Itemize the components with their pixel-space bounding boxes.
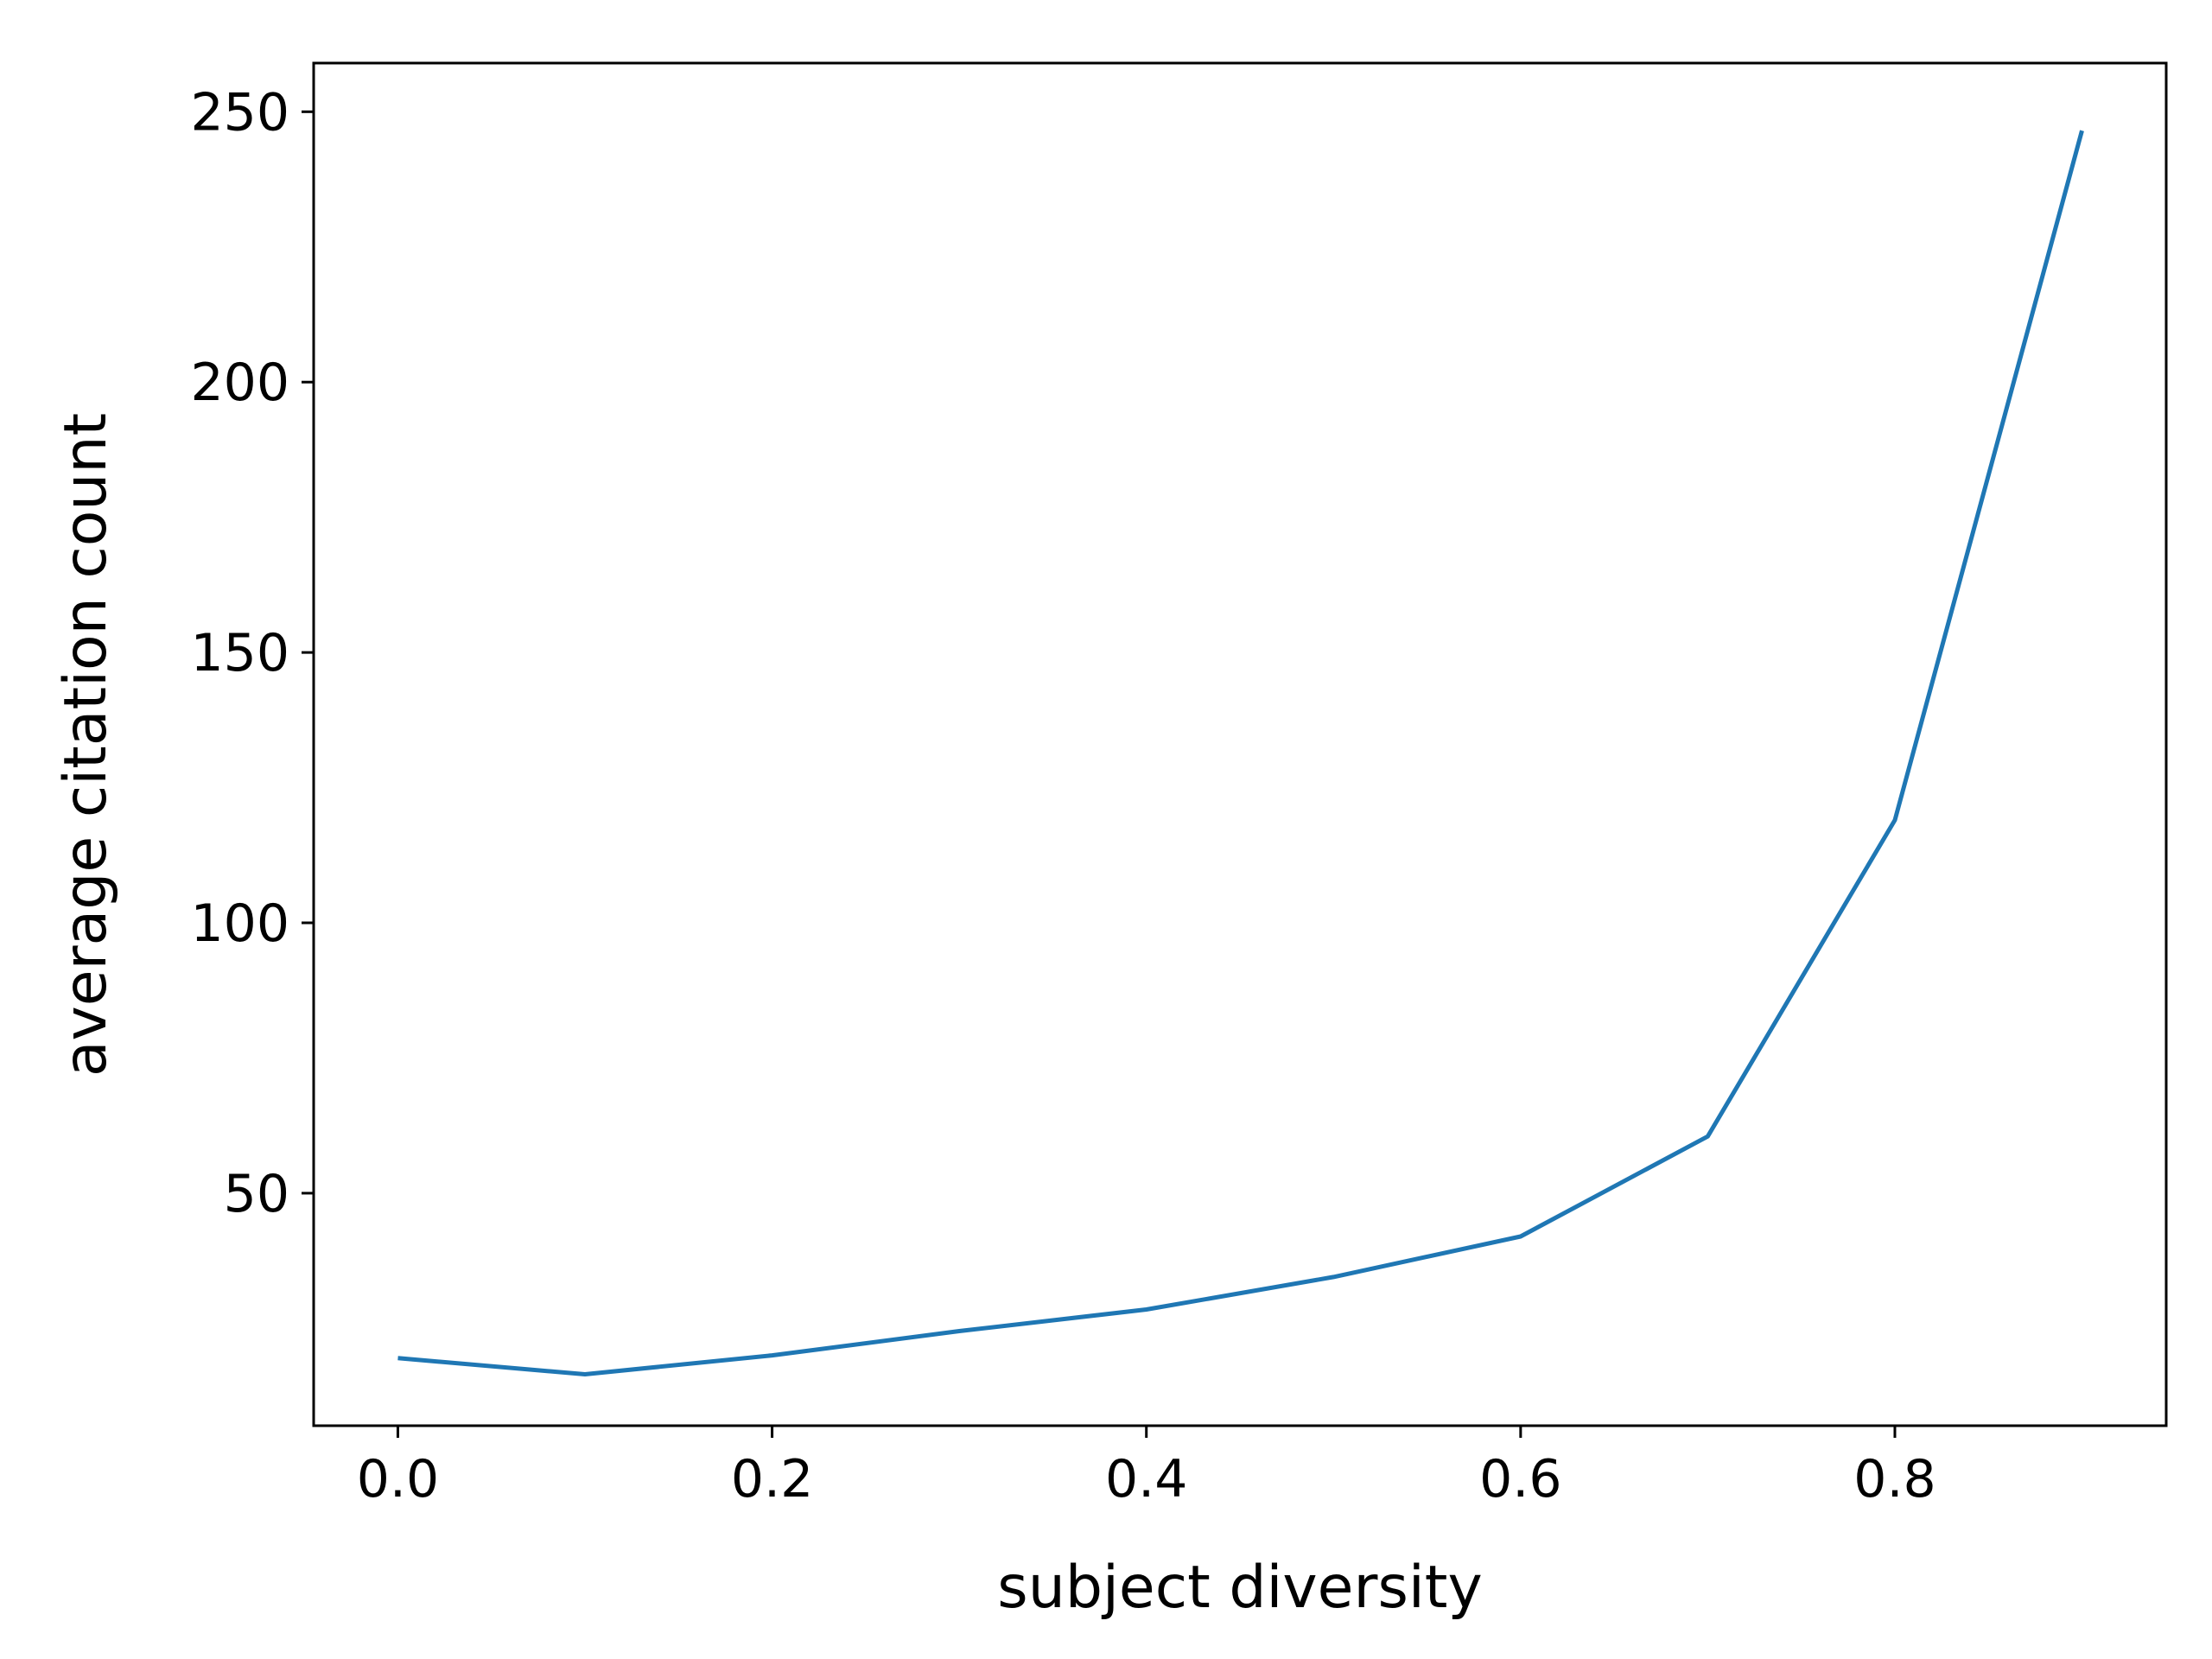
y-tick-label: 200 — [190, 353, 289, 413]
y-axis: 50 100 150 200 250 — [190, 82, 314, 1224]
y-tick-label: 50 — [224, 1164, 289, 1224]
x-tick-label: 0.8 — [1853, 1449, 1936, 1510]
series-line-0 — [397, 130, 2084, 1376]
y-tick-label: 100 — [190, 893, 289, 954]
plot-area — [312, 61, 2168, 1427]
y-axis-label: average citation count — [52, 413, 120, 1077]
x-tick-label: 0.4 — [1105, 1449, 1187, 1510]
x-axis: 0.0 0.2 0.4 0.6 0.8 — [357, 1426, 1936, 1510]
series-layer — [397, 130, 2084, 1376]
x-axis-label: subject diversity — [997, 1554, 1482, 1622]
x-tick-label: 0.6 — [1479, 1449, 1561, 1510]
y-tick-label: 150 — [190, 623, 289, 683]
y-tick-label: 250 — [190, 82, 289, 143]
x-tick-label: 0.2 — [731, 1449, 813, 1510]
x-tick-label: 0.0 — [357, 1449, 439, 1510]
